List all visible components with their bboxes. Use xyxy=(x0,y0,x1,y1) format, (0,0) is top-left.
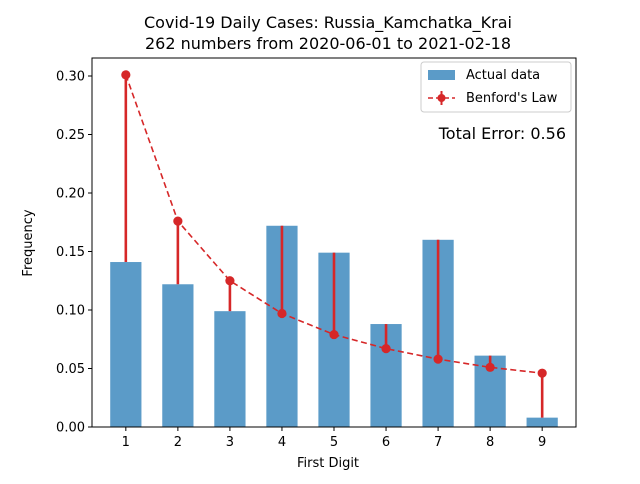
benford-point-digit-1 xyxy=(121,70,131,80)
x-tick-label-4: 4 xyxy=(278,435,286,450)
bar-digit-3 xyxy=(214,311,246,427)
legend-swatch-actual xyxy=(428,70,455,80)
x-tick-label-7: 7 xyxy=(434,435,442,450)
x-tick-label-1: 1 xyxy=(122,435,130,450)
y-tick-label-1: 0.05 xyxy=(56,362,85,377)
bar-digit-9 xyxy=(526,417,558,427)
y-tick-label-4: 0.20 xyxy=(56,187,85,202)
y-tick-label-6: 0.30 xyxy=(56,70,85,85)
x-tick-label-9: 9 xyxy=(538,435,546,450)
axes: 1 2 3 4 5 6 7 8 9 0.00 0.05 0.10 0.15 0.20 0.25 0.30 xyxy=(56,57,577,450)
legend-box xyxy=(420,61,572,113)
benford-point-digit-8 xyxy=(485,362,495,372)
y-axis-label: Frequency xyxy=(21,209,36,276)
legend: Actual data Benford's Law xyxy=(420,61,572,113)
plot-area xyxy=(110,70,558,427)
x-axis-label: First Digit xyxy=(297,456,359,471)
legend-label-benford: Benford's Law xyxy=(466,91,558,106)
y-tick-label-3: 0.15 xyxy=(56,245,85,260)
x-tick-label-3: 3 xyxy=(226,435,234,450)
chart-title-line1: Covid-19 Daily Cases: Russia_Kamchatka_K… xyxy=(144,13,512,33)
y-tick-label-2: 0.10 xyxy=(56,304,85,319)
chart-title-line2: 262 numbers from 2020-06-01 to 2021-02-1… xyxy=(145,34,511,53)
benford-point-digit-2 xyxy=(173,216,183,226)
benford-point-digit-9 xyxy=(537,368,547,378)
x-tick-label-5: 5 xyxy=(330,435,338,450)
bar-digit-2 xyxy=(162,284,194,427)
y-tick-label-0: 0.00 xyxy=(56,421,85,436)
benford-point-digit-4 xyxy=(277,308,287,319)
total-error-annotation: Total Error: 0.56 xyxy=(438,124,566,143)
benford-point-digit-6 xyxy=(381,344,391,354)
x-tick-label-8: 8 xyxy=(486,435,494,450)
legend-swatch-benford-marker xyxy=(437,94,446,102)
legend-label-actual: Actual data xyxy=(466,68,540,83)
x-tick-label-6: 6 xyxy=(382,435,390,450)
y-tick-label-5: 0.25 xyxy=(56,128,85,143)
x-tick-label-2: 2 xyxy=(174,435,182,450)
benford-point-digit-5 xyxy=(329,329,339,340)
benford-point-digit-3 xyxy=(225,276,235,286)
benford-point-digit-7 xyxy=(433,354,443,364)
bar-digit-1 xyxy=(110,262,142,427)
